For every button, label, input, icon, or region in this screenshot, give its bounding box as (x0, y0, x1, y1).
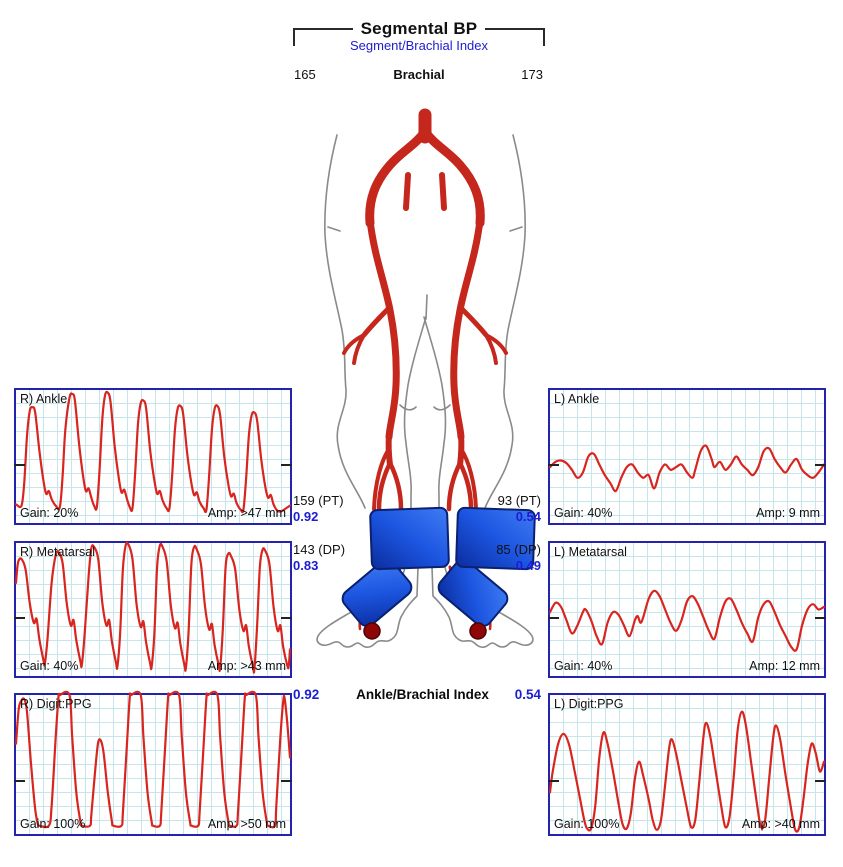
bracket-drop-left (293, 28, 295, 46)
amp-label: Amp: >40 mm (741, 817, 820, 831)
gain-label: Gain: 40% (554, 659, 613, 673)
chart-l-digit-ppg: L) Digit:PPG Gain: 100% Amp: >40 mm (548, 693, 826, 836)
bracket-drop-right (543, 28, 545, 46)
lower-limb-diagram (316, 108, 536, 648)
l-pt-pressure: 93 (PT) (497, 493, 541, 508)
chart-grid (550, 543, 824, 676)
r-ankle-cuff (369, 506, 450, 571)
baseline-tick-right (815, 779, 826, 782)
baseline-tick-right (281, 617, 292, 620)
chart-l-metatarsal: L) Metatarsal Gain: 40% Amp: 12 mm (548, 541, 826, 678)
chart-title: R) Metatarsal (20, 545, 96, 559)
l-dp-index: 0.49 (515, 558, 541, 573)
baseline-tick-left (14, 464, 25, 467)
waveform-trace (550, 390, 824, 523)
chart-title: L) Metatarsal (554, 545, 627, 559)
chart-r-digit-ppg: R) Digit:PPG Gain: 100% Amp: >50 mm (14, 693, 292, 836)
l-pt-pressure-block: 93 (PT) 0.54 (452, 493, 541, 525)
amp-label: Amp: >43 mm (207, 659, 286, 673)
gain-label: Gain: 40% (20, 659, 79, 673)
abi-label: Ankle/Brachial Index (356, 687, 489, 702)
baseline-tick-right (815, 464, 826, 467)
baseline-tick-left (548, 779, 559, 782)
r-toe-sensor (363, 622, 381, 640)
gain-label: Gain: 20% (20, 506, 79, 520)
chart-title: L) Ankle (554, 392, 600, 406)
amp-label: Amp: 12 mm (749, 659, 820, 673)
body-outline (324, 134, 526, 509)
amp-label: Amp: >47 mm (207, 506, 286, 520)
bracket-line-left (293, 28, 353, 30)
waveform-trace (550, 543, 824, 676)
chart-l-ankle: L) Ankle Gain: 40% Amp: 9 mm (548, 388, 826, 525)
l-dp-pressure: 85 (DP) (496, 542, 541, 557)
left-brachial-pressure: 173 (521, 67, 543, 82)
waveform-trace (550, 695, 824, 834)
brachial-label: Brachial (393, 67, 445, 82)
baseline-tick-left (14, 617, 25, 620)
l-foot-cuff (437, 559, 509, 627)
gain-label: Gain: 100% (554, 817, 620, 831)
r-pt-pressure: 159 (PT) (293, 493, 344, 508)
chart-r-ankle: R) Ankle Gain: 20% Amp: >47 mm (14, 388, 292, 525)
chart-title: L) Digit:PPG (554, 697, 624, 711)
chart-title: R) Digit:PPG (20, 697, 92, 711)
page-subtitle: Segment/Brachial Index (349, 38, 489, 53)
amp-label: Amp: 9 mm (756, 506, 820, 520)
l-abi-value: 0.54 (514, 687, 541, 702)
chart-r-metatarsal: R) Metatarsal Gain: 40% Amp: >43 mm (14, 541, 292, 678)
l-toe-sensor (469, 622, 487, 640)
waveform-trace (16, 543, 290, 676)
r-foot-cuff (341, 559, 413, 627)
waveform-trace (16, 390, 290, 523)
arterial-tree (342, 108, 508, 512)
gain-label: Gain: 100% (20, 817, 86, 831)
l-dp-pressure-block: 85 (DP) 0.49 (452, 542, 541, 574)
baseline-tick-right (281, 779, 292, 782)
l-ankle-cuff (455, 506, 536, 571)
bracket-line-right (485, 28, 545, 30)
l-pt-index: 0.54 (515, 509, 541, 524)
page-title: Segmental BP (360, 19, 478, 38)
r-pt-index: 0.92 (293, 509, 319, 524)
r-abi-value: 0.92 (293, 687, 320, 702)
right-brachial-pressure: 165 (294, 67, 316, 82)
baseline-tick-right (281, 464, 292, 467)
r-pt-pressure-block: 159 (PT) 0.92 (293, 493, 344, 525)
baseline-tick-left (14, 779, 25, 782)
r-dp-index: 0.83 (293, 558, 319, 573)
baseline-tick-right (815, 617, 826, 620)
chart-title: R) Ankle (20, 392, 68, 406)
baseline-tick-left (548, 617, 559, 620)
r-dp-pressure-block: 143 (DP) 0.83 (293, 542, 345, 574)
r-dp-pressure: 143 (DP) (293, 542, 346, 557)
baseline-tick-left (548, 464, 559, 467)
waveform-trace (16, 695, 290, 834)
gain-label: Gain: 40% (554, 506, 613, 520)
amp-label: Amp: >50 mm (207, 817, 286, 831)
